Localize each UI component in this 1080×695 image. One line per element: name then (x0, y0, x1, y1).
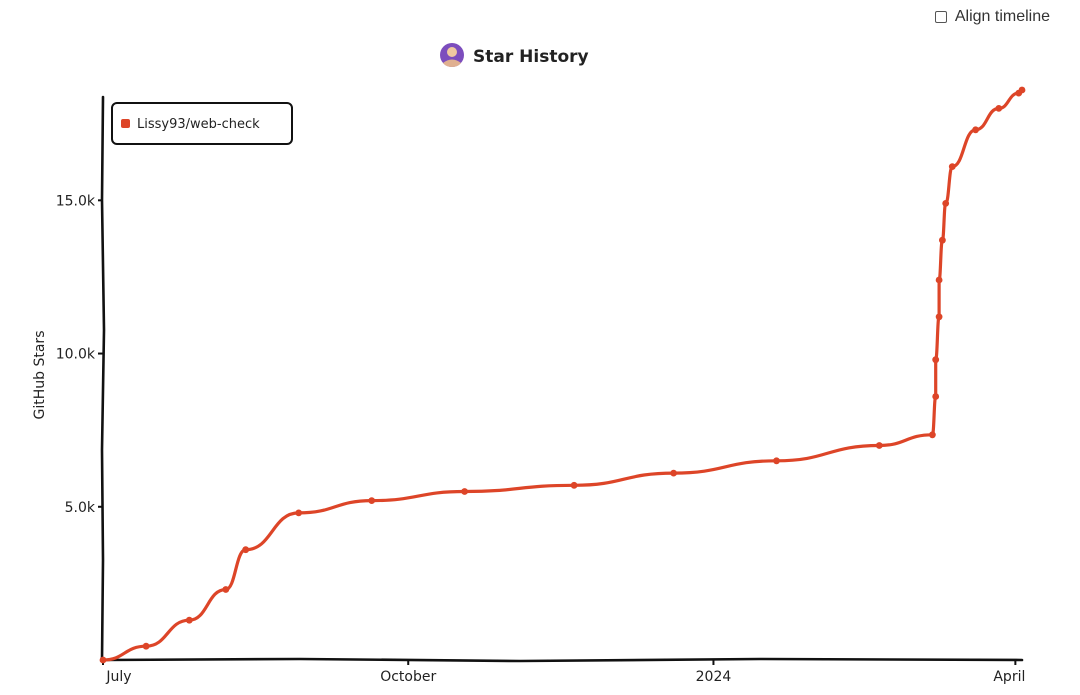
data-point (929, 431, 936, 439)
data-point (932, 356, 940, 364)
chart-title: Star History (473, 47, 589, 67)
x-tick-label: April (993, 669, 1025, 685)
data-point (185, 616, 193, 624)
data-point (948, 163, 956, 171)
x-tick-label: July (105, 669, 131, 685)
data-point (461, 488, 468, 495)
data-point (995, 105, 1003, 112)
align-timeline-toggle[interactable]: Align timeline (934, 8, 1050, 26)
x-axis-line (100, 657, 1024, 663)
align-timeline-checkbox[interactable] (934, 11, 947, 23)
data-point (368, 497, 376, 504)
data-point (875, 442, 883, 449)
series-points (99, 86, 1026, 664)
y-tick-label: 15.0k (56, 193, 96, 209)
avatar-icon (440, 43, 464, 67)
x-tick-label: October (380, 669, 436, 685)
data-point (932, 393, 940, 400)
legend-swatch (121, 119, 130, 128)
y-axis-label: GitHub Stars (32, 331, 48, 420)
data-point (670, 469, 677, 477)
x-ticks: July October 2024 April (102, 660, 1025, 685)
data-point (939, 236, 946, 244)
chart-title-group: Star History (440, 43, 589, 67)
data-point (1018, 86, 1026, 94)
align-timeline-label: Align timeline (954, 8, 1050, 25)
y-ticks: 5.0k 10.0k 15.0k (56, 193, 103, 516)
y-tick-label: 5.0k (65, 500, 96, 516)
series-line-web-check (101, 88, 1024, 662)
data-point (773, 457, 780, 465)
data-point (295, 509, 303, 517)
data-point (570, 481, 578, 489)
data-point (242, 546, 250, 554)
x-tick-label: 2024 (696, 669, 732, 685)
data-point (935, 276, 943, 284)
y-axis-line (100, 95, 106, 662)
legend-box (111, 102, 293, 145)
data-point (222, 586, 230, 593)
axes (100, 95, 1024, 663)
data-point (99, 656, 107, 664)
legend-label: Lissy93/web-check (137, 117, 260, 132)
legend: Lissy93/web-check (111, 102, 293, 145)
data-point (942, 200, 950, 207)
data-point (935, 313, 943, 321)
y-tick-label: 10.0k (56, 347, 96, 363)
data-point (142, 642, 150, 650)
data-point (972, 126, 979, 134)
